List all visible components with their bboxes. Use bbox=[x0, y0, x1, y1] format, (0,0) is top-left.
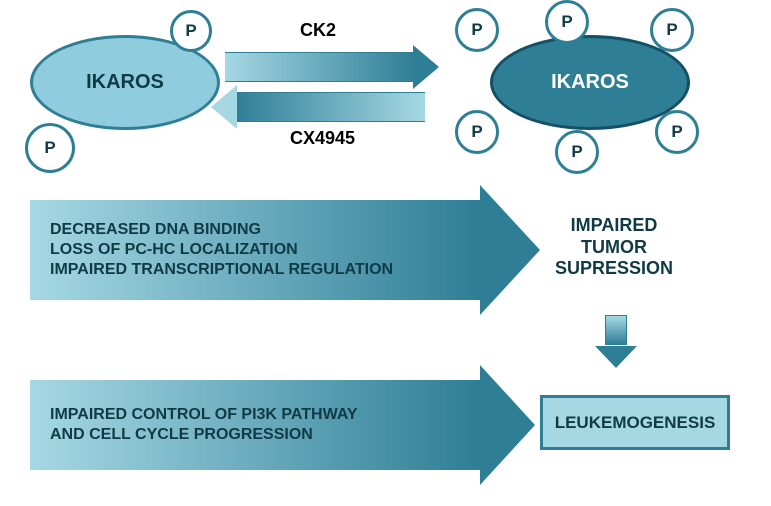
ikaros-left-label: IKAROS bbox=[86, 71, 164, 94]
phospho-circle-right: P bbox=[650, 8, 694, 52]
phospho-glyph: P bbox=[671, 122, 682, 142]
reaction-arrow-left bbox=[235, 92, 425, 122]
phospho-glyph: P bbox=[185, 21, 196, 41]
reaction-arrow-right bbox=[225, 52, 415, 82]
cx4945-label: CX4945 bbox=[290, 128, 355, 149]
leukemogenesis-box: LEUKEMOGENESIS bbox=[540, 395, 730, 450]
leukemogenesis-label: LEUKEMOGENESIS bbox=[555, 413, 716, 433]
impaired-tumor-text: IMPAIRED TUMOR SUPRESSION bbox=[555, 215, 673, 280]
ikaros-right-label: IKAROS bbox=[551, 71, 629, 94]
phospho-glyph: P bbox=[471, 122, 482, 142]
phospho-glyph: P bbox=[471, 20, 482, 40]
effects-arrow-2: IMPAIRED CONTROL OF PI3K PATHWAY AND CEL… bbox=[30, 380, 480, 470]
phospho-glyph: P bbox=[561, 12, 572, 32]
down-arrow bbox=[605, 315, 627, 345]
phospho-circle-right: P bbox=[545, 0, 589, 44]
phospho-circle-right: P bbox=[455, 8, 499, 52]
ikaros-right-ellipse: IKAROS bbox=[490, 35, 690, 130]
phospho-glyph: P bbox=[666, 20, 677, 40]
phospho-glyph: P bbox=[44, 138, 55, 158]
phospho-glyph: P bbox=[571, 142, 582, 162]
effects-arrow-1-text: DECREASED DNA BINDING LOSS OF PC-HC LOCA… bbox=[50, 220, 393, 280]
phospho-circle-right: P bbox=[455, 110, 499, 154]
phospho-circle-left: P bbox=[25, 123, 75, 173]
phospho-circle-right: P bbox=[655, 110, 699, 154]
ck2-label: CK2 bbox=[300, 20, 336, 41]
phospho-circle-right: P bbox=[555, 130, 599, 174]
phospho-circle-left: P bbox=[170, 10, 212, 52]
effects-arrow-2-text: IMPAIRED CONTROL OF PI3K PATHWAY AND CEL… bbox=[50, 405, 358, 445]
effects-arrow-1: DECREASED DNA BINDING LOSS OF PC-HC LOCA… bbox=[30, 200, 480, 300]
